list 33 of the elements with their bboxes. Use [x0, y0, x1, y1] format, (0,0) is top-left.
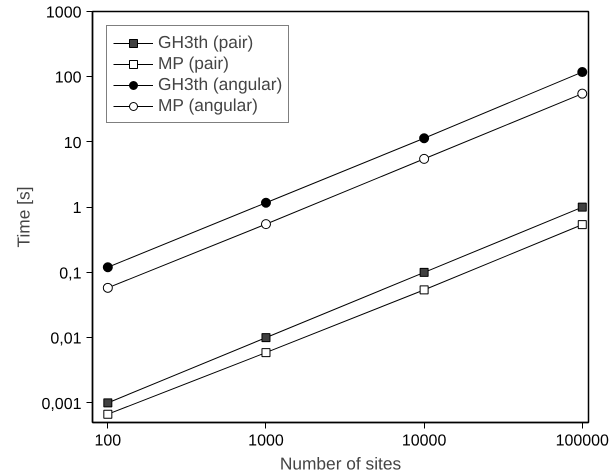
x-axis-title: Number of sites: [280, 454, 402, 474]
legend-label: GH3th (angular): [158, 74, 282, 95]
point: [578, 202, 587, 212]
x-tick-label: 100: [94, 432, 122, 450]
point: [261, 333, 270, 342]
point: [102, 262, 113, 272]
point: [102, 282, 113, 293]
point: [420, 268, 429, 277]
point: [103, 398, 112, 408]
point: [577, 67, 588, 78]
point: [578, 220, 587, 230]
y-tick-label: 100: [54, 70, 82, 87]
y-tick-label: 10: [64, 134, 82, 152]
legend-label: GH3th (pair): [158, 32, 254, 53]
point: [260, 198, 271, 208]
point: [420, 285, 429, 294]
legend-label: MP (pair): [158, 53, 229, 74]
y-tick-label: 1: [72, 200, 82, 218]
point: [261, 348, 270, 358]
y-tick-label: 1000: [46, 4, 82, 22]
x-tick-label: 100000: [556, 432, 609, 450]
y-tick-label: 0,01: [50, 330, 82, 348]
point: [419, 133, 430, 144]
y-tick-label: 0,001: [41, 396, 82, 413]
point: [577, 88, 588, 99]
y-tick-label: 0,1: [59, 265, 82, 282]
x-tick-label: 1000: [248, 432, 284, 450]
x-tick-label: 10000: [402, 432, 446, 450]
y-axis-title: Time [s]: [13, 186, 34, 248]
point: [419, 154, 430, 164]
legend-label: MP (angular): [158, 95, 258, 116]
point: [260, 219, 271, 230]
point: [103, 410, 112, 419]
